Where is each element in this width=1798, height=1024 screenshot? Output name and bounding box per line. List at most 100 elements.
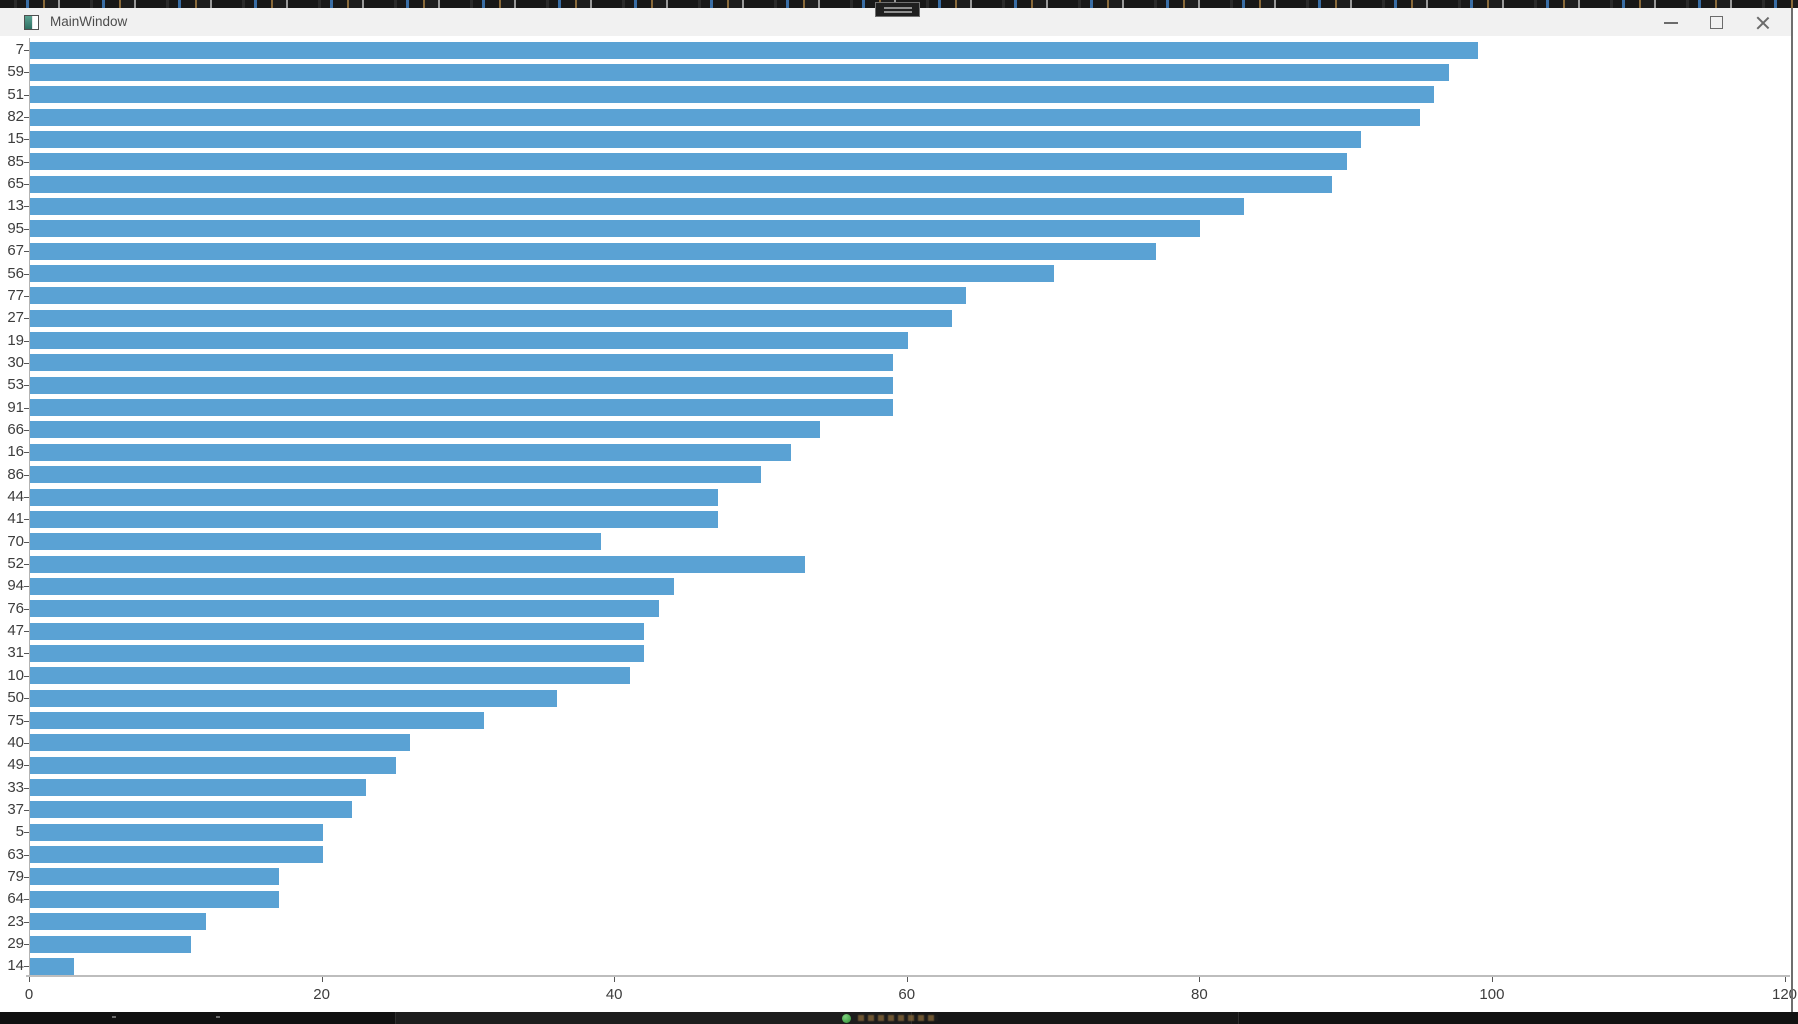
y-tick-label: 31 <box>7 644 24 662</box>
bar <box>30 890 279 908</box>
y-tick-mark <box>24 720 29 722</box>
x-tick-mark <box>906 977 908 982</box>
y-tick-mark <box>24 586 29 588</box>
close-button[interactable] <box>1740 8 1786 36</box>
y-tick-label: 79 <box>7 867 24 885</box>
y-tick-label: 64 <box>7 890 24 908</box>
green-orb-icon <box>842 1014 851 1023</box>
bar <box>30 957 74 975</box>
y-tick-label: 27 <box>7 309 24 327</box>
background-window-sliver-bottom <box>0 1012 1798 1024</box>
y-tick-mark <box>24 787 29 789</box>
bar <box>30 443 791 461</box>
y-tick-label: 37 <box>7 800 24 818</box>
x-tick-mark <box>29 977 30 982</box>
y-tick-mark <box>24 251 29 253</box>
y-tick-mark <box>24 809 29 811</box>
y-axis-spine <box>29 38 30 976</box>
bar <box>30 242 1157 260</box>
app-icon-teal-half <box>25 16 33 29</box>
y-tick-label: 7 <box>15 41 24 58</box>
bar <box>30 555 806 573</box>
bar <box>30 488 718 506</box>
y-tick-label: 41 <box>7 510 24 528</box>
grip-line <box>884 11 912 13</box>
y-tick-mark <box>24 429 29 431</box>
x-tick-mark <box>614 977 616 982</box>
bar <box>30 354 894 372</box>
app-icon <box>24 15 39 30</box>
y-tick-mark <box>24 474 29 476</box>
y-tick-label: 19 <box>7 331 24 349</box>
y-tick-mark <box>24 385 29 387</box>
window-grip-handle[interactable] <box>875 2 920 17</box>
bar <box>30 577 674 595</box>
y-tick-label: 53 <box>7 376 24 394</box>
y-tick-label: 16 <box>7 443 24 461</box>
y-tick-label: 56 <box>7 264 24 282</box>
y-tick-mark <box>24 765 29 767</box>
y-tick-label: 30 <box>7 353 24 371</box>
bar <box>30 756 396 774</box>
taskbar-segment <box>912 1012 1238 1024</box>
y-tick-mark <box>24 832 29 834</box>
bar <box>30 823 323 841</box>
taskbar-divider <box>395 1012 396 1024</box>
y-tick-mark <box>24 854 29 856</box>
y-tick-mark <box>24 653 29 655</box>
bar <box>30 130 1362 148</box>
bar <box>30 265 1055 282</box>
x-tick-label: 80 <box>1190 986 1208 1003</box>
x-tick-mark <box>1199 977 1201 982</box>
y-tick-label: 44 <box>7 488 24 505</box>
bar <box>30 287 967 305</box>
bar <box>30 376 894 394</box>
y-tick-mark <box>24 94 29 96</box>
taskbar-segment <box>1239 1012 1798 1024</box>
x-tick-label: 60 <box>898 986 916 1003</box>
x-tick-label: 100 <box>1479 986 1505 1003</box>
y-tick-mark <box>24 228 29 230</box>
y-tick-label: 94 <box>7 577 24 595</box>
x-axis-line <box>26 975 1790 977</box>
y-tick-mark <box>24 675 29 677</box>
window-right-border <box>1791 8 1793 1012</box>
maximize-button[interactable] <box>1694 8 1740 36</box>
bar <box>30 913 206 931</box>
y-tick-mark <box>24 944 29 945</box>
y-tick-label: 29 <box>7 935 24 952</box>
grip-line <box>884 7 912 9</box>
y-tick-label: 70 <box>7 532 24 550</box>
y-tick-mark <box>24 161 29 163</box>
y-tick-mark <box>24 295 29 297</box>
y-tick-label: 95 <box>7 219 24 237</box>
x-tick-label: 40 <box>605 986 623 1003</box>
y-tick-label: 82 <box>7 108 24 126</box>
y-tick-mark <box>24 608 29 610</box>
y-tick-mark <box>24 117 29 119</box>
taskbar-speck <box>216 1016 220 1018</box>
y-tick-label: 67 <box>7 242 24 260</box>
y-tick-mark <box>24 452 29 454</box>
bar <box>30 779 367 797</box>
window-controls <box>1648 8 1786 36</box>
y-tick-mark <box>24 273 29 275</box>
taskbar-divider <box>1238 1012 1239 1024</box>
bar <box>30 197 1245 215</box>
bar <box>30 533 601 551</box>
taskbar-text-smudge <box>858 1015 938 1021</box>
y-tick-mark <box>24 362 29 364</box>
x-tick-mark <box>1784 977 1786 982</box>
bar <box>30 421 820 439</box>
bar <box>30 600 660 618</box>
taskbar-segment <box>0 1012 395 1024</box>
y-tick-label: 33 <box>7 778 24 796</box>
y-tick-mark <box>24 899 29 901</box>
bar <box>30 644 645 662</box>
y-tick-mark <box>24 497 29 498</box>
bar <box>30 399 894 417</box>
y-tick-mark <box>24 564 29 566</box>
minimize-button[interactable] <box>1648 8 1694 36</box>
minimize-icon <box>1664 22 1678 24</box>
